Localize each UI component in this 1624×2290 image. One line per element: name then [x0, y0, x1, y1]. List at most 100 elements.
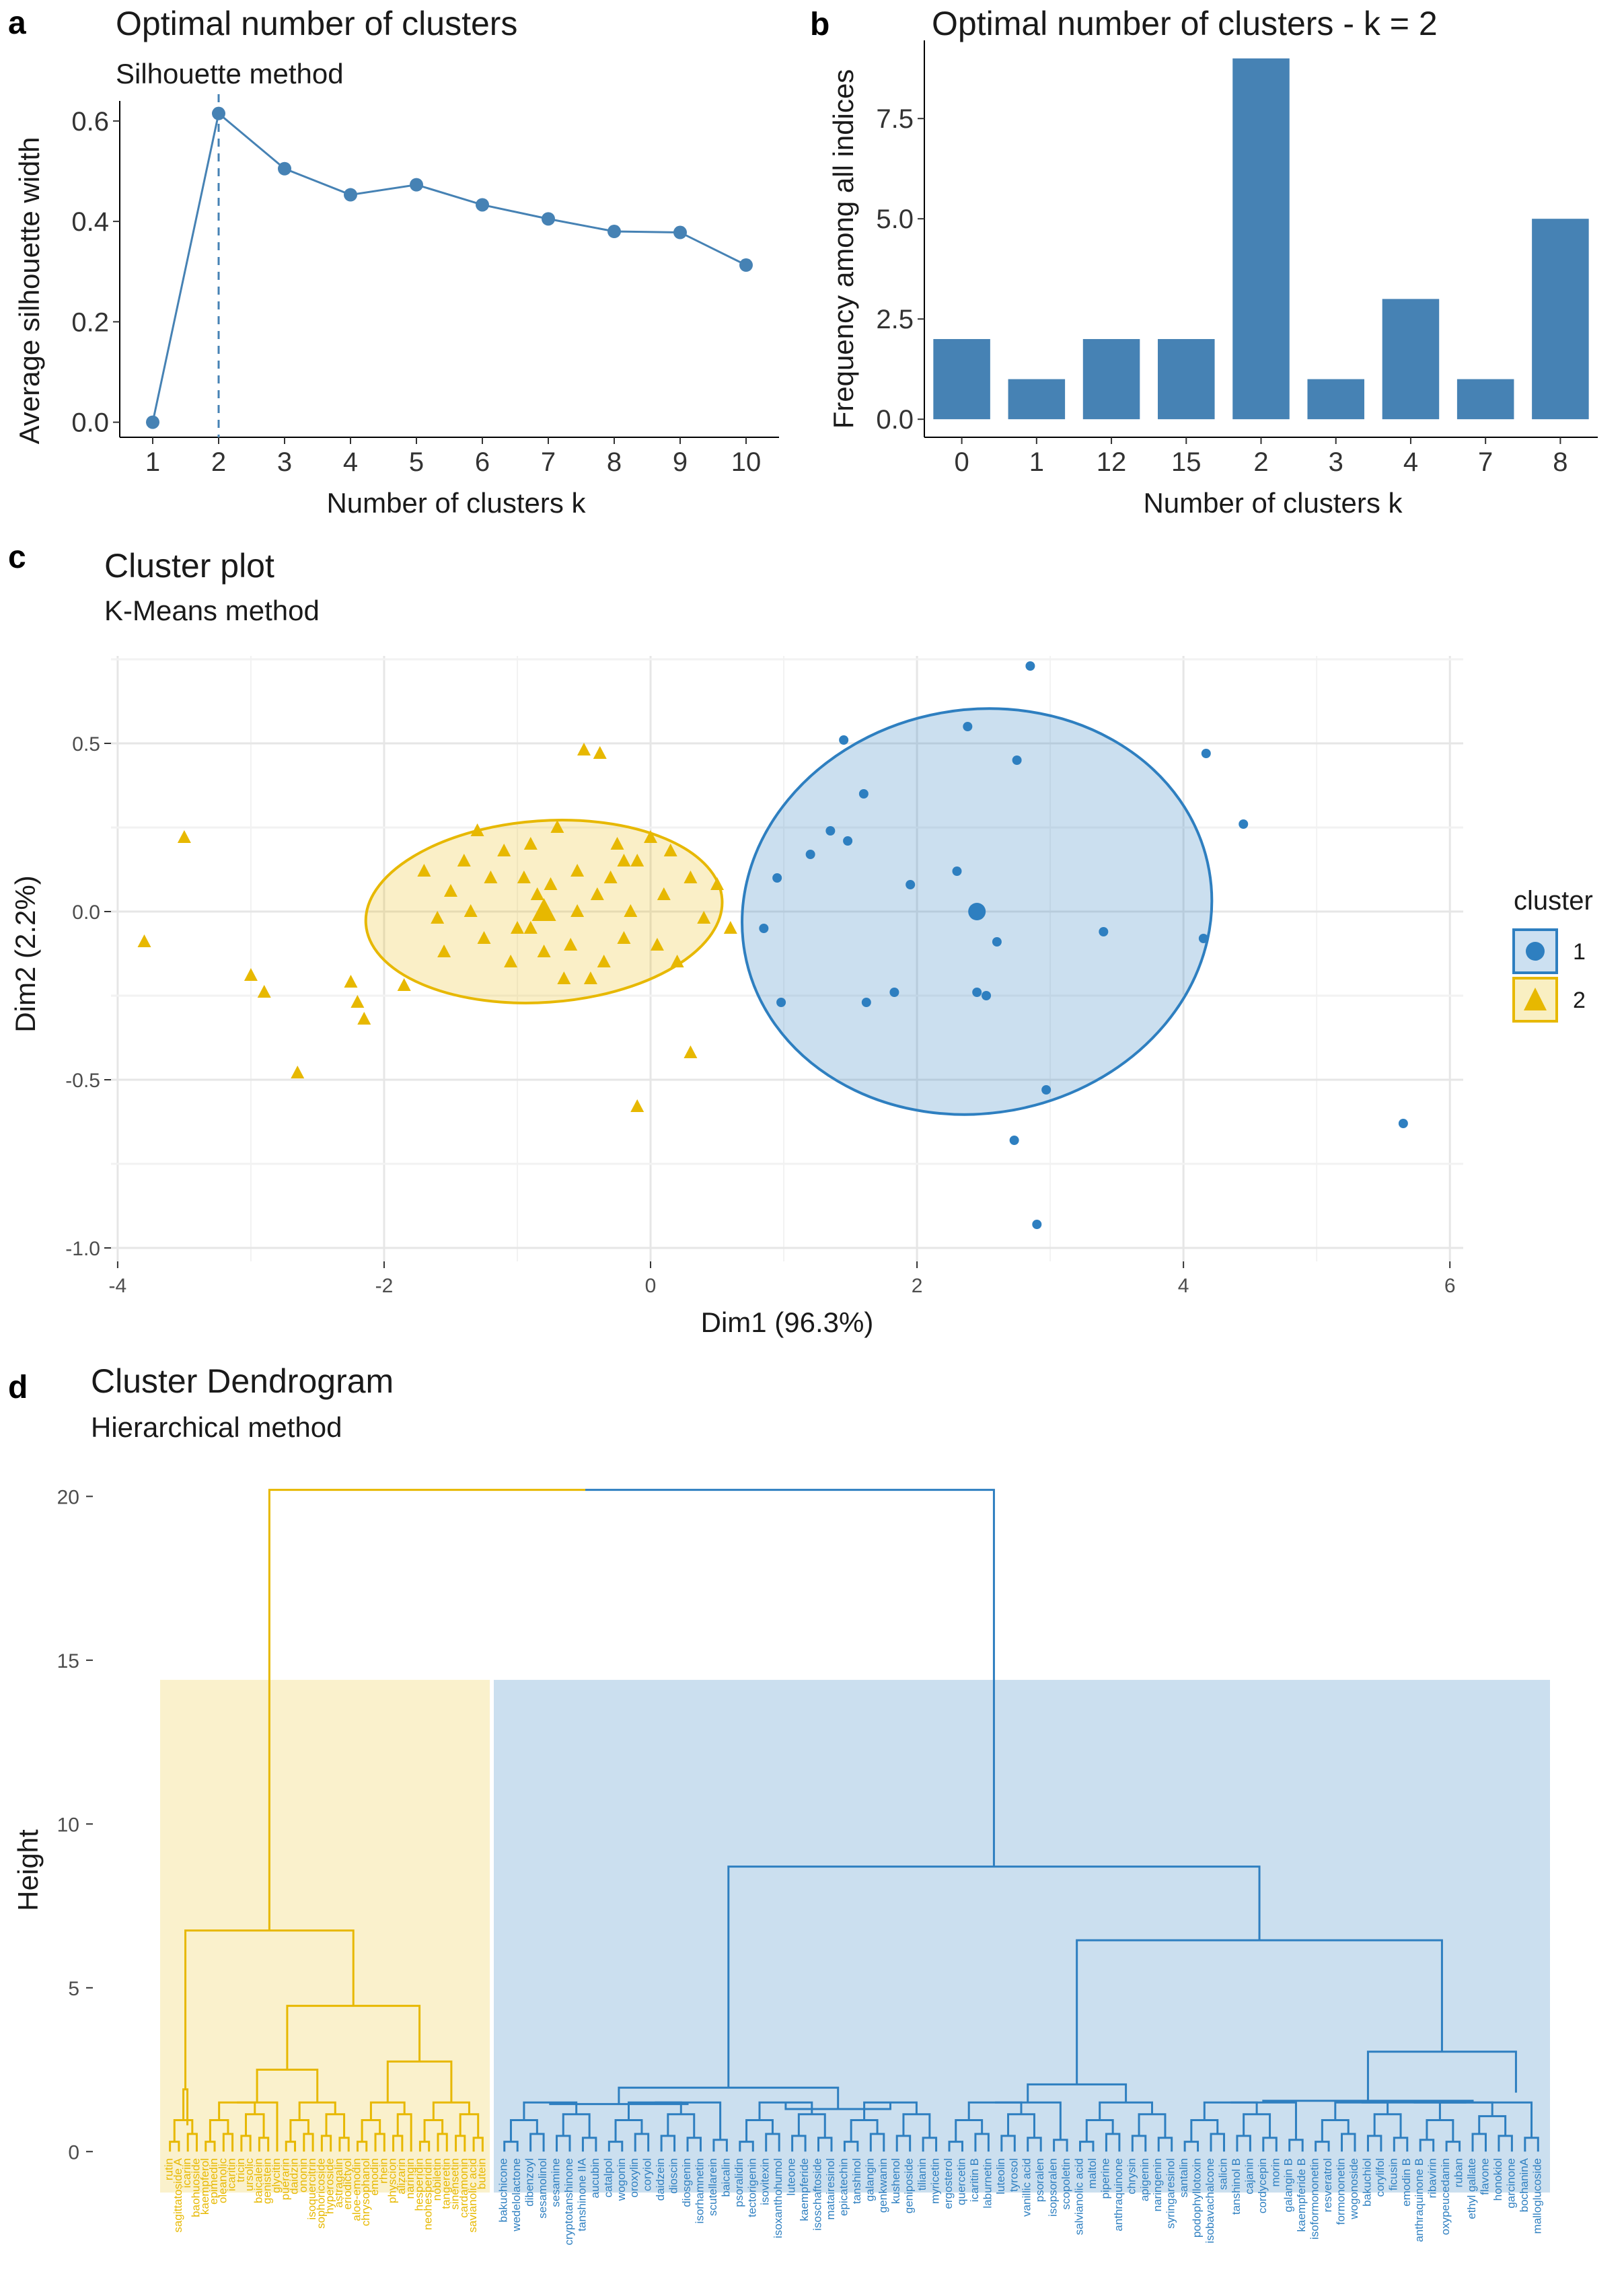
d-leaf-label: epimedin: [207, 2158, 220, 2205]
c-x-tick-label: 2: [912, 1275, 923, 1297]
a-point: [542, 212, 555, 226]
b-x-tick-label: 8: [1553, 447, 1567, 477]
c-cluster-1-point: [843, 836, 853, 846]
d-leaf-label: icaritin B: [968, 2158, 981, 2202]
d-leaf-label: kushenol: [889, 2158, 902, 2204]
d-leaf-label: tyrosol: [1007, 2158, 1020, 2192]
d-leaf-label: bakuchicone: [497, 2158, 510, 2222]
c-cluster-2-point: [437, 945, 451, 957]
b-x-tick-label: 2: [1253, 447, 1268, 477]
d-y-tick-label: 5: [68, 1978, 79, 2000]
d-leaf-label: chrysin: [1125, 2158, 1138, 2194]
d-leaf-label: isoxanthohumol: [772, 2158, 784, 2238]
c-cluster-2-point: [617, 854, 631, 866]
c-cluster-2-point: [291, 1066, 305, 1078]
d-leaf-label: quercetin: [955, 2158, 967, 2205]
d-leaf-label: matairesinol: [824, 2158, 837, 2220]
c-cluster-2-point: [177, 830, 191, 843]
a-x-tick-label: 6: [475, 447, 490, 477]
a-x-tick-label: 10: [731, 447, 762, 477]
d-leaf-label: tanshinone IIA: [575, 2157, 588, 2231]
panel-b-ylabel: Frequency among all indices: [827, 69, 859, 429]
legend-key-2-marker: [1524, 988, 1547, 1010]
panel-c-ylabel: Dim2 (2.2%): [9, 875, 41, 1032]
d-leaf-label: catalpol: [601, 2158, 614, 2198]
c-y-tick-label: -0.5: [65, 1070, 100, 1092]
c-cluster-2-point: [597, 955, 611, 967]
c-cluster-2-point: [684, 871, 698, 883]
a-y-tick-label: 0.2: [71, 307, 109, 337]
d-leaf-label: ethyl gallate: [1465, 2158, 1478, 2219]
d-leaf-label: icariin: [180, 2158, 193, 2188]
c-cluster-2-point: [650, 938, 664, 951]
c-x-tick-label: 4: [1178, 1275, 1189, 1297]
d-leaf-label: hyperoside: [324, 2158, 336, 2214]
a-point: [476, 198, 489, 212]
c-cluster-1-point: [1009, 1136, 1019, 1145]
c-y-tick-label: 0.5: [72, 733, 100, 755]
d-leaf-label: aloe-emodin: [350, 2158, 363, 2221]
d-leaf-label: isovitexin: [759, 2158, 772, 2205]
d-leaf-label: tanshinol B: [1230, 2158, 1243, 2215]
c-cluster-1-point: [1012, 755, 1022, 765]
d-leaf-label: cardamonin: [457, 2158, 470, 2218]
c-cluster-2-point: [697, 911, 711, 924]
c-cluster-2-point: [583, 971, 597, 984]
c-cluster-2-point: [530, 887, 544, 900]
b-x-tick-label: 4: [1403, 447, 1418, 477]
c-cluster-1-point: [906, 880, 916, 889]
d-leaf-label: isobavachalcone: [1204, 2158, 1216, 2244]
panel-b-xlabel: Number of clusters k: [1143, 487, 1403, 519]
d-cluster-2-branch: [237, 2101, 279, 2152]
a-point: [410, 178, 423, 192]
d-cluster-1-box: [494, 1680, 1550, 2193]
c-cluster-1-point: [1239, 819, 1249, 829]
d-leaf-label: aucubin: [589, 2158, 601, 2199]
d-leaf-label: astragalin: [332, 2158, 345, 2208]
d-leaf-label: butein: [475, 2158, 488, 2189]
panel-a: a Optimal number of clusters Silhouette …: [8, 5, 779, 519]
d-leaf-label: savianolic acid: [466, 2158, 479, 2233]
a-point: [278, 161, 291, 176]
d-leaf-label: emodin: [368, 2158, 381, 2196]
d-leaf-label: salicin: [1216, 2158, 1229, 2190]
d-leaf-label: ribavirin: [1426, 2158, 1439, 2199]
a-x-tick-label: 5: [409, 447, 424, 477]
d-leaf-label: kaempferide: [798, 2158, 811, 2221]
d-leaf-label: daidzin: [288, 2158, 301, 2194]
c-cluster-2-point: [624, 904, 638, 917]
d-cluster-2-box: [160, 1680, 490, 2193]
d-leaf-label: dibenzoyl: [523, 2158, 536, 2207]
c-cluster-1-point: [1201, 749, 1211, 758]
legend-label-1: 1: [1573, 939, 1586, 965]
b-x-tick-label: 12: [1097, 447, 1127, 477]
c-y-tick-label: 0.0: [72, 901, 100, 924]
c-cluster-1-point: [858, 789, 869, 799]
b-bar: [1532, 219, 1589, 420]
d-leaf-label: baohuoside: [189, 2158, 202, 2217]
d-leaf-label: sesamolinol: [536, 2158, 549, 2219]
d-leaf-label: apigenin: [1138, 2158, 1151, 2201]
d-leaf-label: laburnetin: [981, 2158, 994, 2209]
d-leaf-label: ruban: [1452, 2158, 1465, 2187]
d-root-branch-1: [585, 1489, 995, 1867]
d-leaf-label: psoralidin: [733, 2158, 745, 2207]
c-cluster-2-point: [610, 837, 624, 850]
c-cluster-2-point: [630, 854, 644, 866]
b-bar: [1008, 379, 1066, 420]
c-cluster-2-point: [344, 975, 358, 988]
d-leaf-label: isopsoralen: [1047, 2158, 1060, 2217]
d-leaf-label: vanillic acid: [1021, 2158, 1033, 2217]
a-y-tick-label: 0.0: [71, 408, 109, 438]
d-leaf-label: naringin: [404, 2158, 416, 2199]
d-leaf-label: bakuchiol: [1360, 2158, 1373, 2207]
panel-label-a: a: [8, 5, 26, 41]
d-leaf-label: isoquercitrin: [305, 2158, 318, 2220]
a-point: [607, 225, 621, 239]
d-leaf-label: anthraquinone B: [1413, 2158, 1426, 2242]
c-cluster-2-point: [590, 887, 604, 900]
c-cluster-2-point: [357, 1012, 371, 1025]
c-cluster-1-point: [805, 850, 815, 859]
d-leaf-label: maltol: [1086, 2158, 1099, 2188]
c-cluster-1-point: [952, 866, 962, 876]
